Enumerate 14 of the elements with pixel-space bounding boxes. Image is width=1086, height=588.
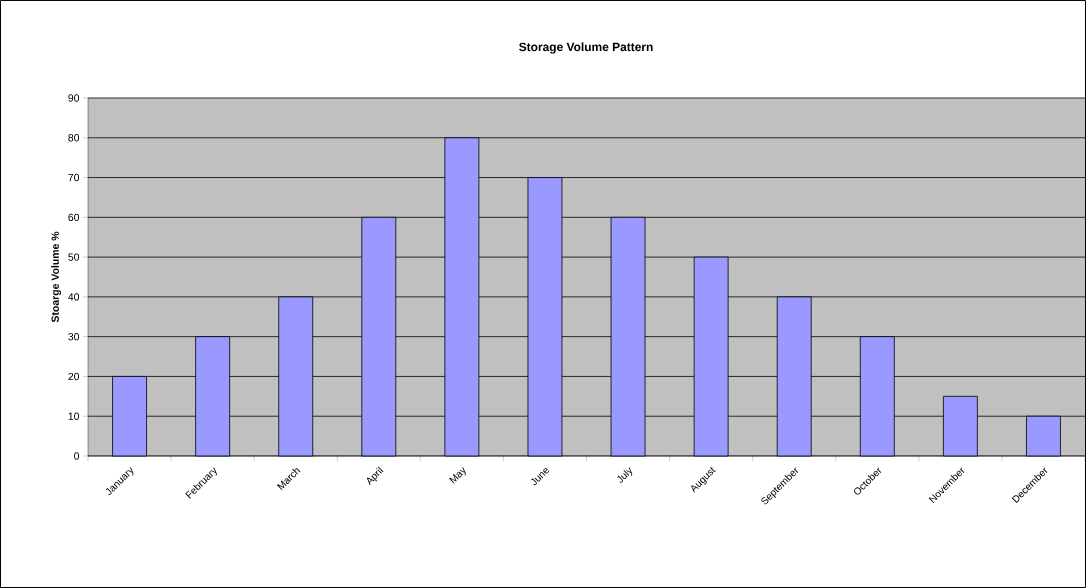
y-tick-label: 20 (68, 372, 80, 381)
y-tick-label: 30 (68, 332, 80, 341)
y-tick-label: 70 (68, 173, 80, 182)
y-tick-label: 80 (68, 134, 80, 142)
x-tick-label: July (617, 467, 633, 483)
chart-title: Storage Volume Pattern (519, 42, 653, 54)
y-tick-label: 50 (68, 253, 80, 261)
x-tick-label: May (449, 467, 466, 484)
y-axis-title: Stoarge Volume % (51, 231, 62, 323)
y-tick-label: 60 (68, 213, 80, 222)
y-tick-label: 40 (68, 293, 80, 301)
y-tick-label: 0 (74, 452, 80, 460)
y-tick-label: 10 (68, 412, 80, 420)
y-tick-label: 90 (68, 94, 80, 102)
